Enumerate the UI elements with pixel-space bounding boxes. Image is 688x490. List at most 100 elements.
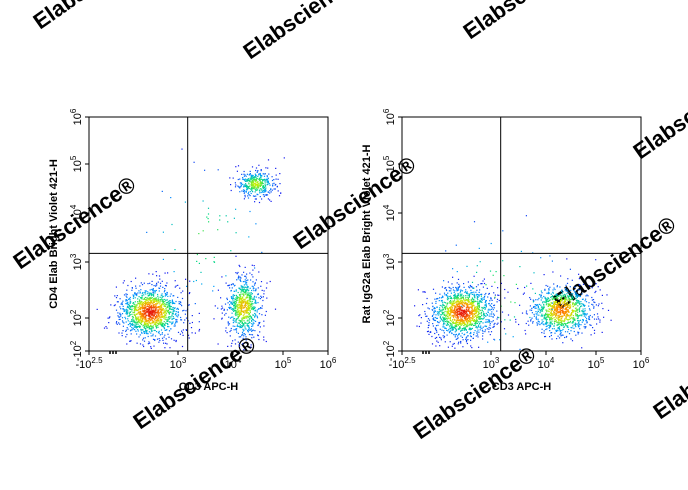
event-dot	[524, 286, 526, 289]
event-dot	[139, 291, 141, 293]
event-dot	[264, 187, 266, 189]
event-dot	[232, 177, 234, 179]
event-dot	[470, 322, 472, 324]
event-dot	[441, 295, 444, 297]
dot-plot-isotype: -102.5 103 104 105 106-102102103104105106CD3…	[361, 108, 650, 393]
event-dot	[168, 304, 171, 306]
event-dot	[546, 318, 548, 321]
event-dot	[564, 318, 566, 320]
event-dot	[244, 180, 246, 182]
event-dot	[458, 322, 460, 324]
event-dot	[497, 287, 499, 289]
event-dot	[570, 293, 572, 295]
event-dot	[249, 297, 252, 300]
event-dot	[441, 306, 444, 308]
event-dot	[146, 231, 148, 233]
event-dot	[175, 315, 177, 317]
event-dot	[454, 318, 456, 320]
event-dot	[457, 293, 459, 295]
event-dot	[125, 293, 127, 295]
event-dot	[442, 312, 444, 315]
event-dot	[158, 323, 160, 325]
event-dot	[473, 287, 475, 289]
event-dot	[570, 313, 572, 315]
event-dot	[238, 319, 240, 321]
event-dot	[251, 285, 253, 287]
event-dot	[443, 311, 445, 314]
event-dot	[181, 297, 184, 300]
event-dot	[453, 309, 455, 311]
event-dot	[546, 298, 548, 300]
event-dot	[254, 312, 256, 315]
event-dot	[455, 306, 457, 308]
event-dot	[237, 315, 240, 318]
event-dot	[169, 316, 171, 318]
event-dot	[557, 318, 559, 320]
event-dot	[126, 312, 129, 315]
event-dot	[476, 271, 478, 273]
event-dot	[198, 328, 201, 331]
event-dot	[544, 296, 546, 298]
event-dot	[251, 337, 253, 339]
event-dot	[461, 303, 463, 305]
dot-plot-cd4: -102.5 103 104 105 106-102102103104105106CD3…	[48, 108, 337, 393]
y-tick-label: 103	[382, 253, 397, 270]
event-dot	[253, 308, 255, 310]
event-dot	[230, 301, 232, 303]
event-dot	[445, 318, 447, 321]
event-dot	[167, 311, 169, 313]
event-dot	[134, 293, 136, 295]
event-dot	[149, 306, 151, 308]
event-dot	[146, 305, 148, 307]
event-dot	[131, 308, 133, 310]
event-dot	[245, 307, 247, 309]
event-dot	[460, 294, 462, 296]
event-dot	[254, 176, 256, 178]
event-dot	[553, 314, 556, 316]
event-dot	[161, 314, 163, 316]
event-dot	[257, 287, 259, 289]
event-dot	[149, 293, 151, 295]
event-dot	[550, 332, 552, 334]
event-dot	[245, 289, 247, 291]
event-dot	[151, 313, 153, 315]
event-dot	[174, 280, 176, 282]
event-dot	[460, 329, 462, 332]
event-dot	[450, 297, 452, 299]
event-dot	[250, 306, 252, 308]
event-dot	[570, 305, 572, 307]
event-dot	[565, 299, 567, 301]
event-dot	[150, 325, 152, 327]
event-dot	[456, 304, 458, 306]
event-dot	[129, 298, 131, 301]
event-dot	[576, 301, 578, 303]
event-dot	[171, 301, 174, 303]
event-dot	[258, 308, 260, 310]
event-dot	[578, 321, 580, 323]
event-dot	[531, 309, 533, 311]
event-dot	[574, 319, 576, 321]
event-dot	[466, 265, 468, 267]
event-dot	[583, 315, 585, 317]
event-dot	[245, 190, 247, 192]
event-dot	[162, 302, 164, 304]
event-dot	[247, 179, 249, 181]
event-dot	[245, 186, 247, 188]
event-dot	[234, 321, 236, 323]
event-dot	[553, 325, 555, 327]
event-dot	[582, 298, 584, 300]
event-dot	[455, 244, 457, 246]
event-dot	[427, 327, 429, 329]
event-dot	[137, 316, 139, 318]
event-dot	[155, 304, 157, 306]
event-dot	[155, 305, 157, 307]
event-dot	[442, 320, 444, 322]
event-dot	[447, 311, 449, 313]
event-dot	[575, 297, 577, 299]
event-dot	[473, 332, 475, 334]
event-dot	[543, 330, 545, 332]
event-dot	[449, 319, 451, 322]
event-dot	[468, 293, 470, 295]
event-dot	[596, 318, 598, 320]
event-dot	[243, 175, 245, 177]
